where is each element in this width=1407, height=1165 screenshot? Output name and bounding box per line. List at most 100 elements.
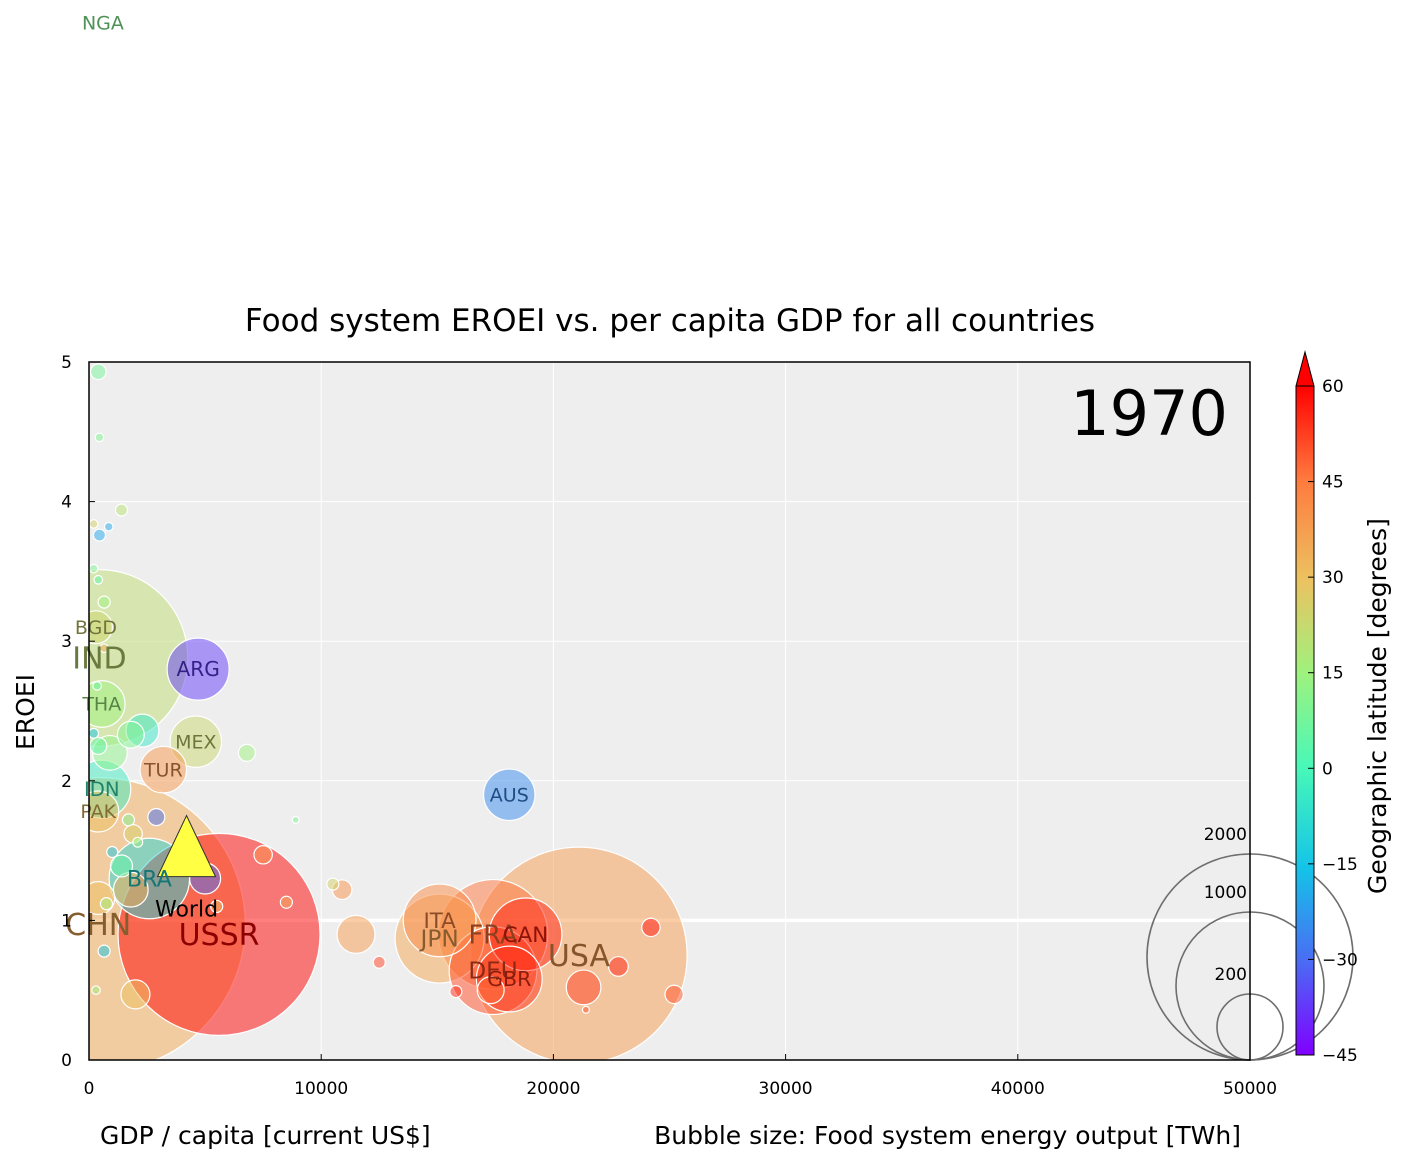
y-tick-label: 4 bbox=[61, 493, 72, 513]
x-tick-label: 50000 bbox=[1223, 1079, 1277, 1099]
colorbar-tick-label: 0 bbox=[1322, 759, 1333, 779]
world-marker bbox=[156, 814, 217, 878]
year-label: 1970 bbox=[1070, 377, 1228, 450]
point-label-gbr: GBR bbox=[487, 967, 531, 991]
size-legend-label: 200 bbox=[1215, 965, 1247, 985]
point-label-arg: ARG bbox=[176, 657, 219, 681]
bubble bbox=[279, 895, 293, 909]
bubble bbox=[89, 519, 99, 529]
bubble-ita bbox=[402, 883, 477, 958]
point-label-tur: TUR bbox=[143, 759, 183, 781]
y-axis-label: EROEI bbox=[11, 674, 40, 750]
bubble-pak bbox=[89, 790, 120, 833]
bubble-arg bbox=[166, 637, 230, 701]
bubble bbox=[326, 877, 340, 891]
bubble-tur bbox=[139, 745, 188, 794]
colorbar-tick-label: 30 bbox=[1322, 568, 1344, 588]
bubble bbox=[99, 643, 109, 654]
point-label-usa: USA bbox=[548, 939, 611, 974]
bubble-aus bbox=[482, 768, 536, 822]
point-label-pak: PAK bbox=[80, 801, 116, 823]
bubble bbox=[106, 845, 119, 859]
colorbar-label: Geographic latitude [degrees] bbox=[1363, 518, 1392, 894]
bubble bbox=[93, 574, 104, 585]
bubble bbox=[641, 917, 661, 938]
bubbles bbox=[89, 363, 688, 1060]
x-tick-label: 10000 bbox=[294, 1079, 348, 1099]
bubble bbox=[476, 976, 505, 1005]
bubble bbox=[336, 914, 376, 954]
bubble bbox=[608, 956, 629, 977]
colorbar-tick-label: −15 bbox=[1322, 855, 1358, 875]
colorbar-tick-label: 60 bbox=[1322, 377, 1344, 397]
bubble bbox=[565, 969, 602, 1006]
x-tick-label: 40000 bbox=[991, 1079, 1045, 1099]
bubble bbox=[89, 736, 108, 755]
point-label-ind: IND bbox=[72, 641, 126, 676]
bubble bbox=[99, 897, 114, 911]
size-label: Bubble size: Food system energy output [… bbox=[654, 1121, 1241, 1150]
colorbar-tick-label: 45 bbox=[1322, 473, 1344, 493]
colorbar-extend-arrow bbox=[1295, 350, 1315, 387]
point-label-tha: THA bbox=[81, 694, 121, 716]
y-tick-label: 3 bbox=[61, 632, 72, 652]
colorbar-ticks: 60 45 30 15 0 −15 −30 −45 bbox=[1308, 377, 1358, 1066]
point-label-fra: FRA bbox=[469, 920, 518, 950]
point-label-aus: AUS bbox=[490, 784, 529, 806]
point-label-idn: IDN bbox=[84, 778, 120, 801]
y-tick-label: 1 bbox=[61, 911, 72, 931]
y-tick-label: 0 bbox=[61, 1051, 72, 1071]
x-axis: 0 10000 20000 30000 40000 50000 bbox=[84, 1054, 1277, 1099]
bubble bbox=[449, 984, 463, 999]
colorbar-tick-label: −30 bbox=[1322, 950, 1358, 970]
x-tick-label: 20000 bbox=[526, 1079, 580, 1099]
bubble bbox=[89, 563, 99, 574]
bubble bbox=[581, 1005, 590, 1014]
bubble bbox=[89, 363, 107, 381]
colorbar-tick-label: 15 bbox=[1322, 664, 1344, 684]
bubble bbox=[116, 720, 145, 749]
bubble bbox=[253, 845, 273, 865]
bubble bbox=[147, 808, 166, 827]
colorbar-gradient bbox=[1295, 385, 1315, 1056]
bubble bbox=[92, 681, 102, 691]
size-legend-label: 2000 bbox=[1204, 825, 1247, 845]
point-label-mex: MEX bbox=[175, 731, 216, 753]
point-label-bra: BRA bbox=[127, 866, 173, 892]
point-label-nga: NGA bbox=[82, 13, 124, 35]
point-label-jpn: JPN bbox=[419, 926, 459, 953]
bubble bbox=[94, 432, 105, 443]
bubble bbox=[291, 815, 300, 824]
bubble bbox=[92, 528, 107, 542]
bubble bbox=[109, 854, 134, 878]
bubble bbox=[103, 521, 114, 532]
bubble bbox=[121, 813, 136, 827]
y-tick-label: 5 bbox=[61, 353, 72, 373]
colorbar-tick-label: −45 bbox=[1322, 1046, 1358, 1066]
colorbar: 60 45 30 15 0 −15 −30 −45 Geographic latitude [… bbox=[1295, 350, 1392, 1066]
size-legend-label: 1000 bbox=[1204, 883, 1247, 903]
y-tick-label: 2 bbox=[61, 772, 72, 792]
bubble-tha bbox=[89, 680, 126, 728]
point-label-world: World bbox=[155, 897, 218, 922]
point-label-can: CAN bbox=[503, 923, 548, 948]
bubble bbox=[97, 595, 111, 609]
x-axis-label: GDP / capita [current US$] bbox=[100, 1121, 431, 1150]
bubble bbox=[132, 836, 144, 848]
point-label-deu: DEU bbox=[468, 959, 517, 985]
bubble bbox=[120, 979, 151, 1010]
bubble bbox=[664, 984, 684, 1005]
x-tick-label: 30000 bbox=[759, 1079, 813, 1099]
bubble-mex bbox=[169, 715, 223, 769]
chart-title: Food system EROEI vs. per capita GDP for… bbox=[245, 303, 1095, 339]
point-label-ita: ITA bbox=[423, 909, 456, 934]
bubble-bgd bbox=[89, 610, 113, 645]
bubble bbox=[372, 955, 386, 969]
point-label-bgd: BGD bbox=[75, 617, 117, 639]
bubble bbox=[97, 944, 111, 958]
plot-frame bbox=[88, 361, 1251, 1061]
bubble bbox=[89, 727, 100, 739]
bubble bbox=[237, 743, 256, 762]
